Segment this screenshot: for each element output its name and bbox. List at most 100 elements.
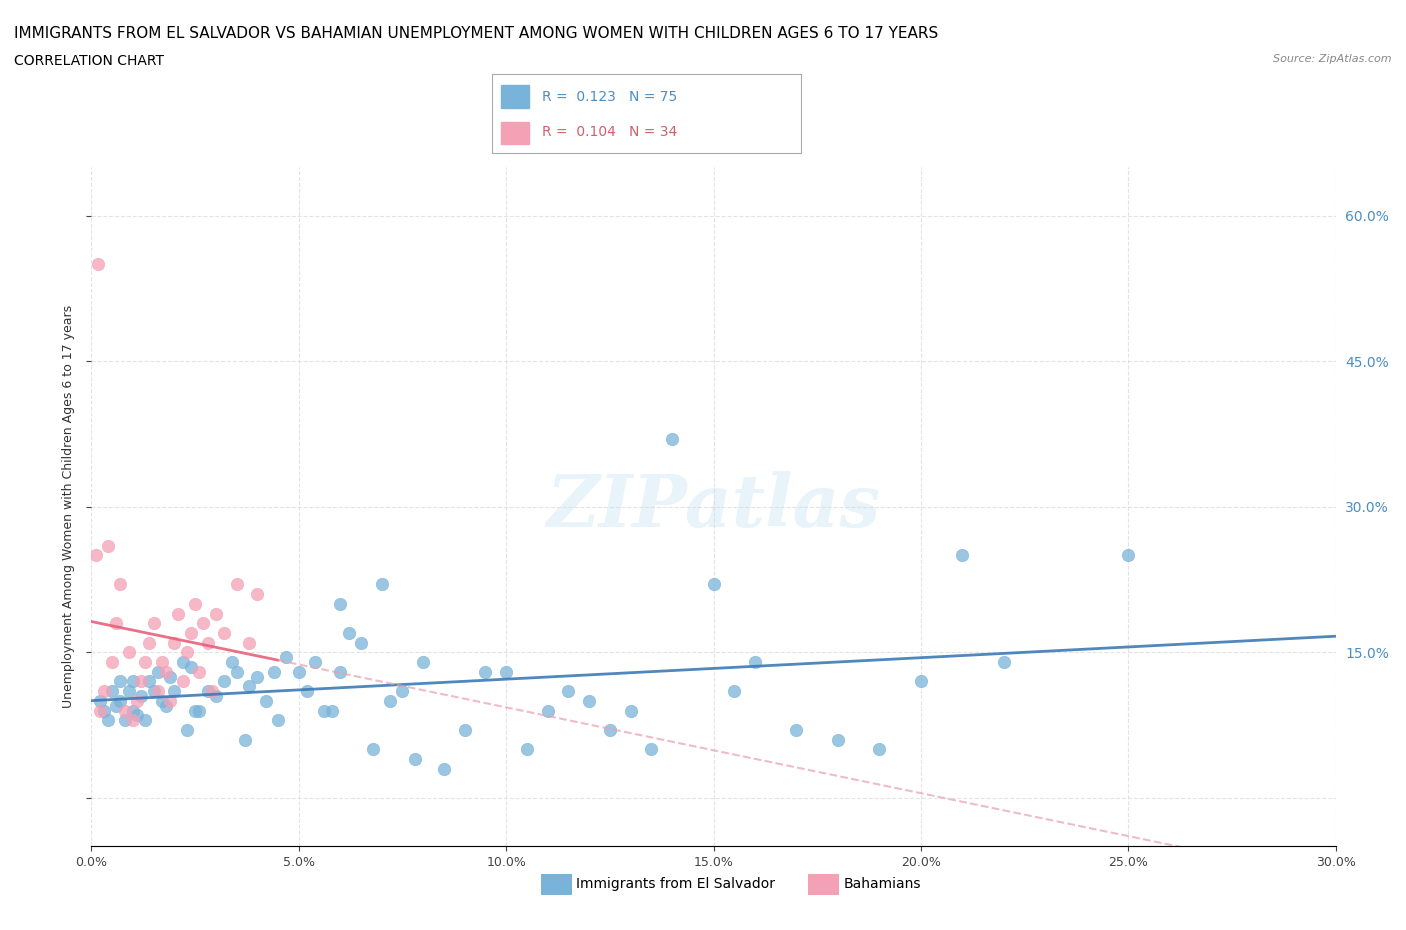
Point	[134, 712, 156, 727]
Point	[263, 664, 285, 679]
Point	[337, 626, 360, 641]
Point	[869, 742, 891, 757]
Point	[142, 616, 165, 631]
Point	[295, 684, 318, 698]
Point	[184, 703, 207, 718]
Point	[276, 650, 298, 665]
Point	[378, 694, 401, 709]
Point	[557, 684, 579, 698]
Text: Immigrants from El Salvador: Immigrants from El Salvador	[576, 877, 776, 892]
Point	[205, 688, 228, 703]
Point	[97, 538, 120, 553]
Point	[125, 708, 148, 723]
Point	[254, 694, 277, 709]
FancyBboxPatch shape	[502, 86, 529, 108]
Point	[150, 694, 173, 709]
Point	[142, 684, 165, 698]
Point	[101, 684, 124, 698]
Point	[110, 694, 132, 709]
Point	[225, 577, 247, 591]
Point	[391, 684, 413, 698]
Point	[93, 703, 115, 718]
Text: Bahamians: Bahamians	[844, 877, 921, 892]
Text: R =  0.104   N = 34: R = 0.104 N = 34	[541, 126, 676, 140]
Text: R =  0.123   N = 75: R = 0.123 N = 75	[541, 89, 676, 103]
Point	[121, 712, 145, 727]
Point	[371, 577, 394, 591]
Point	[197, 635, 219, 650]
Point	[176, 644, 198, 659]
Point	[453, 723, 475, 737]
Point	[134, 655, 156, 670]
Point	[180, 626, 202, 641]
Point	[238, 635, 260, 650]
Point	[221, 655, 243, 670]
Point	[159, 670, 181, 684]
Point	[89, 703, 111, 718]
Point	[110, 674, 132, 689]
Point	[188, 703, 211, 718]
Point	[287, 664, 309, 679]
Text: IMMIGRANTS FROM EL SALVADOR VS BAHAMIAN UNEMPLOYMENT AMONG WOMEN WITH CHILDREN A: IMMIGRANTS FROM EL SALVADOR VS BAHAMIAN …	[14, 26, 938, 41]
Point	[197, 684, 219, 698]
Point	[121, 674, 145, 689]
Text: Source: ZipAtlas.com: Source: ZipAtlas.com	[1274, 54, 1392, 64]
Point	[129, 674, 152, 689]
Point	[329, 664, 352, 679]
Point	[105, 698, 128, 713]
Point	[118, 684, 141, 698]
Point	[93, 684, 115, 698]
Point	[321, 703, 343, 718]
Point	[159, 694, 181, 709]
Point	[599, 723, 621, 737]
Point	[212, 626, 235, 641]
Point	[412, 655, 434, 670]
Point	[350, 635, 373, 650]
Point	[155, 698, 177, 713]
Point	[785, 723, 807, 737]
Point	[176, 723, 198, 737]
Point	[114, 712, 136, 727]
Point	[516, 742, 538, 757]
Text: CORRELATION CHART: CORRELATION CHART	[14, 54, 165, 68]
Point	[363, 742, 385, 757]
Point	[146, 684, 169, 698]
Point	[267, 712, 290, 727]
FancyBboxPatch shape	[502, 122, 529, 144]
Point	[744, 655, 766, 670]
Point	[163, 635, 186, 650]
Point	[163, 684, 186, 698]
Point	[702, 577, 725, 591]
Point	[661, 432, 683, 446]
Point	[225, 664, 247, 679]
Point	[993, 655, 1015, 670]
Point	[118, 644, 141, 659]
Point	[138, 674, 160, 689]
Point	[146, 664, 169, 679]
Point	[578, 694, 600, 709]
Point	[536, 703, 558, 718]
Point	[110, 577, 132, 591]
Point	[180, 659, 202, 674]
Point	[121, 703, 145, 718]
Point	[193, 616, 215, 631]
Point	[188, 664, 211, 679]
Point	[84, 548, 107, 563]
Point	[246, 587, 269, 602]
Point	[474, 664, 496, 679]
Point	[404, 751, 426, 766]
Point	[105, 616, 128, 631]
Point	[172, 655, 194, 670]
Point	[304, 655, 326, 670]
Point	[619, 703, 641, 718]
Point	[246, 670, 269, 684]
Point	[101, 655, 124, 670]
Point	[910, 674, 932, 689]
Point	[150, 655, 173, 670]
Point	[312, 703, 335, 718]
Point	[640, 742, 662, 757]
Point	[86, 257, 108, 272]
Point	[495, 664, 517, 679]
Point	[184, 596, 207, 611]
Point	[827, 732, 849, 747]
